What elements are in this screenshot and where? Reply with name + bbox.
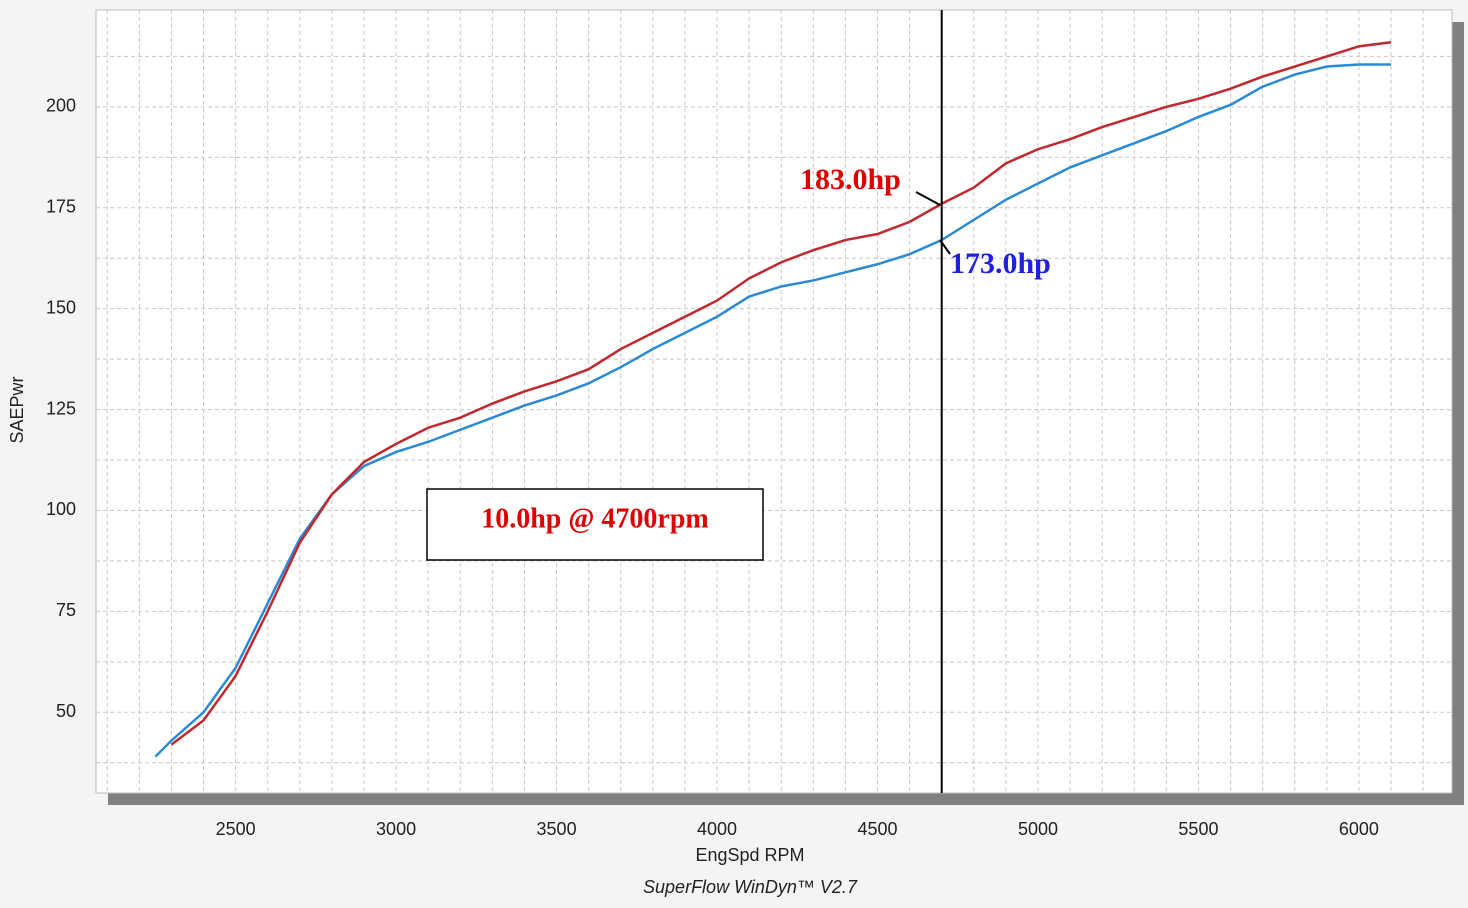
y-tick-label: 50 xyxy=(56,701,76,721)
x-tick-label: 3500 xyxy=(537,819,577,839)
annotation: 173.0hp xyxy=(950,247,1051,280)
x-tick-label: 4000 xyxy=(697,819,737,839)
x-tick-label: 4500 xyxy=(857,819,897,839)
y-tick-label: 100 xyxy=(46,499,76,519)
annotation: 183.0hp xyxy=(800,163,901,196)
x-tick-label: 6000 xyxy=(1339,819,1379,839)
plot-area xyxy=(95,9,1453,794)
y-tick-label: 150 xyxy=(46,297,76,317)
y-tick-label: 175 xyxy=(46,197,76,217)
x-tick-label: 3000 xyxy=(376,819,416,839)
x-tick-label: 2500 xyxy=(216,819,256,839)
x-axis-label: EngSpd RPM xyxy=(695,845,804,865)
x-tick-label: 5500 xyxy=(1178,819,1218,839)
annotation-box xyxy=(426,488,764,561)
leader-line xyxy=(915,191,941,206)
series-line xyxy=(170,41,1392,746)
series-line xyxy=(154,63,1392,758)
y-tick-label: 125 xyxy=(46,398,76,418)
y-tick-label: 75 xyxy=(56,600,76,620)
annotation: 10.0hp @ 4700rpm xyxy=(481,503,709,534)
x-tick-label: 5000 xyxy=(1018,819,1058,839)
y-axis-label: SAEPwr xyxy=(7,376,27,443)
y-tick-label: 200 xyxy=(46,96,76,116)
footer: SuperFlow WinDyn™ V2.7 xyxy=(643,877,858,897)
